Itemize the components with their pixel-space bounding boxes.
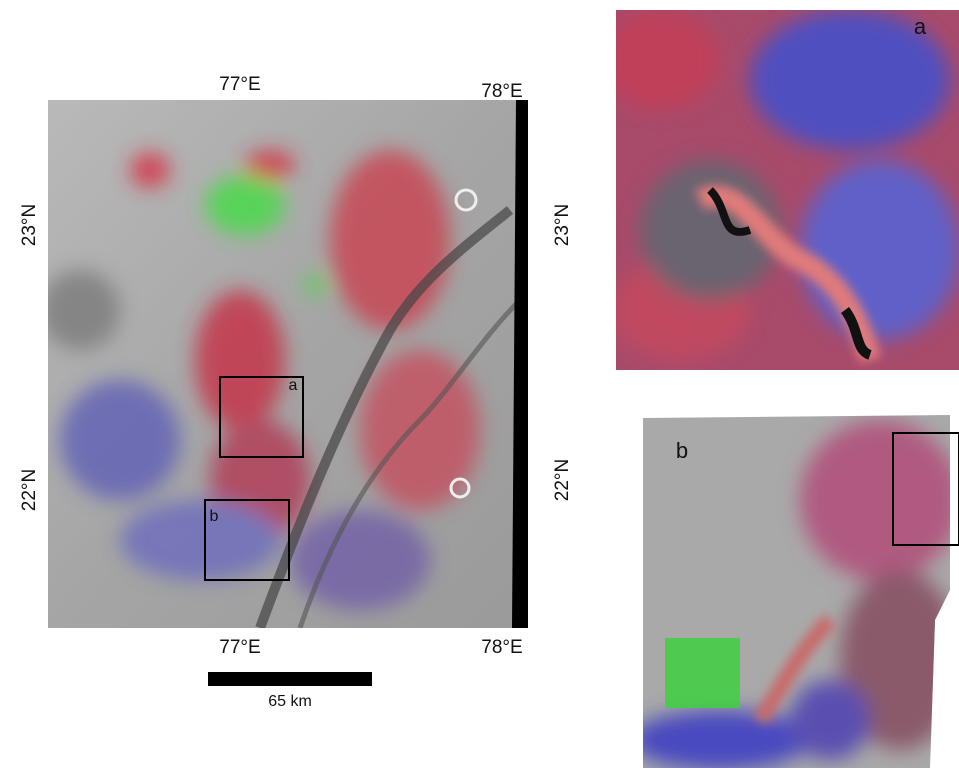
main-map — [40, 100, 528, 628]
box-label: a — [289, 377, 298, 394]
inset-b — [630, 415, 959, 768]
box-label: b — [210, 508, 219, 525]
figure: a b 77°E 78°E 77°E 78°E 23°N 22°N 23°N 2… — [0, 0, 959, 768]
longitude-label: 77°E — [219, 74, 260, 95]
scale-bar — [208, 672, 372, 686]
longitude-label: 77°E — [219, 637, 260, 658]
scale-label: 65 km — [268, 693, 312, 710]
longitude-label: 78°E — [481, 81, 522, 102]
latitude-label: 22°N — [19, 469, 40, 511]
latitude-label: 23°N — [19, 204, 40, 246]
latitude-label: 23°N — [552, 204, 573, 246]
latitude-label: 22°N — [552, 459, 573, 501]
inset-label: a — [914, 14, 927, 39]
inset-label: b — [676, 438, 688, 463]
longitude-label: 78°E — [481, 637, 522, 658]
inset-a — [600, 10, 959, 370]
